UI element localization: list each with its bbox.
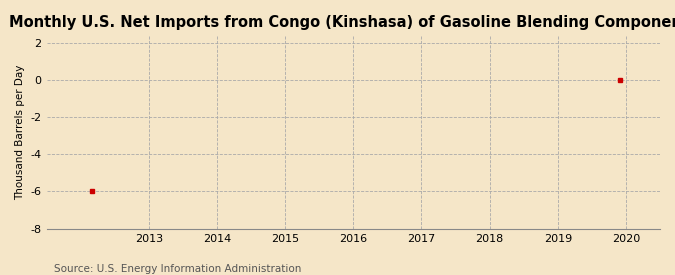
Y-axis label: Thousand Barrels per Day: Thousand Barrels per Day xyxy=(15,64,25,200)
Title: Monthly U.S. Net Imports from Congo (Kinshasa) of Gasoline Blending Components: Monthly U.S. Net Imports from Congo (Kin… xyxy=(9,15,675,30)
Text: Source: U.S. Energy Information Administration: Source: U.S. Energy Information Administ… xyxy=(54,264,301,274)
